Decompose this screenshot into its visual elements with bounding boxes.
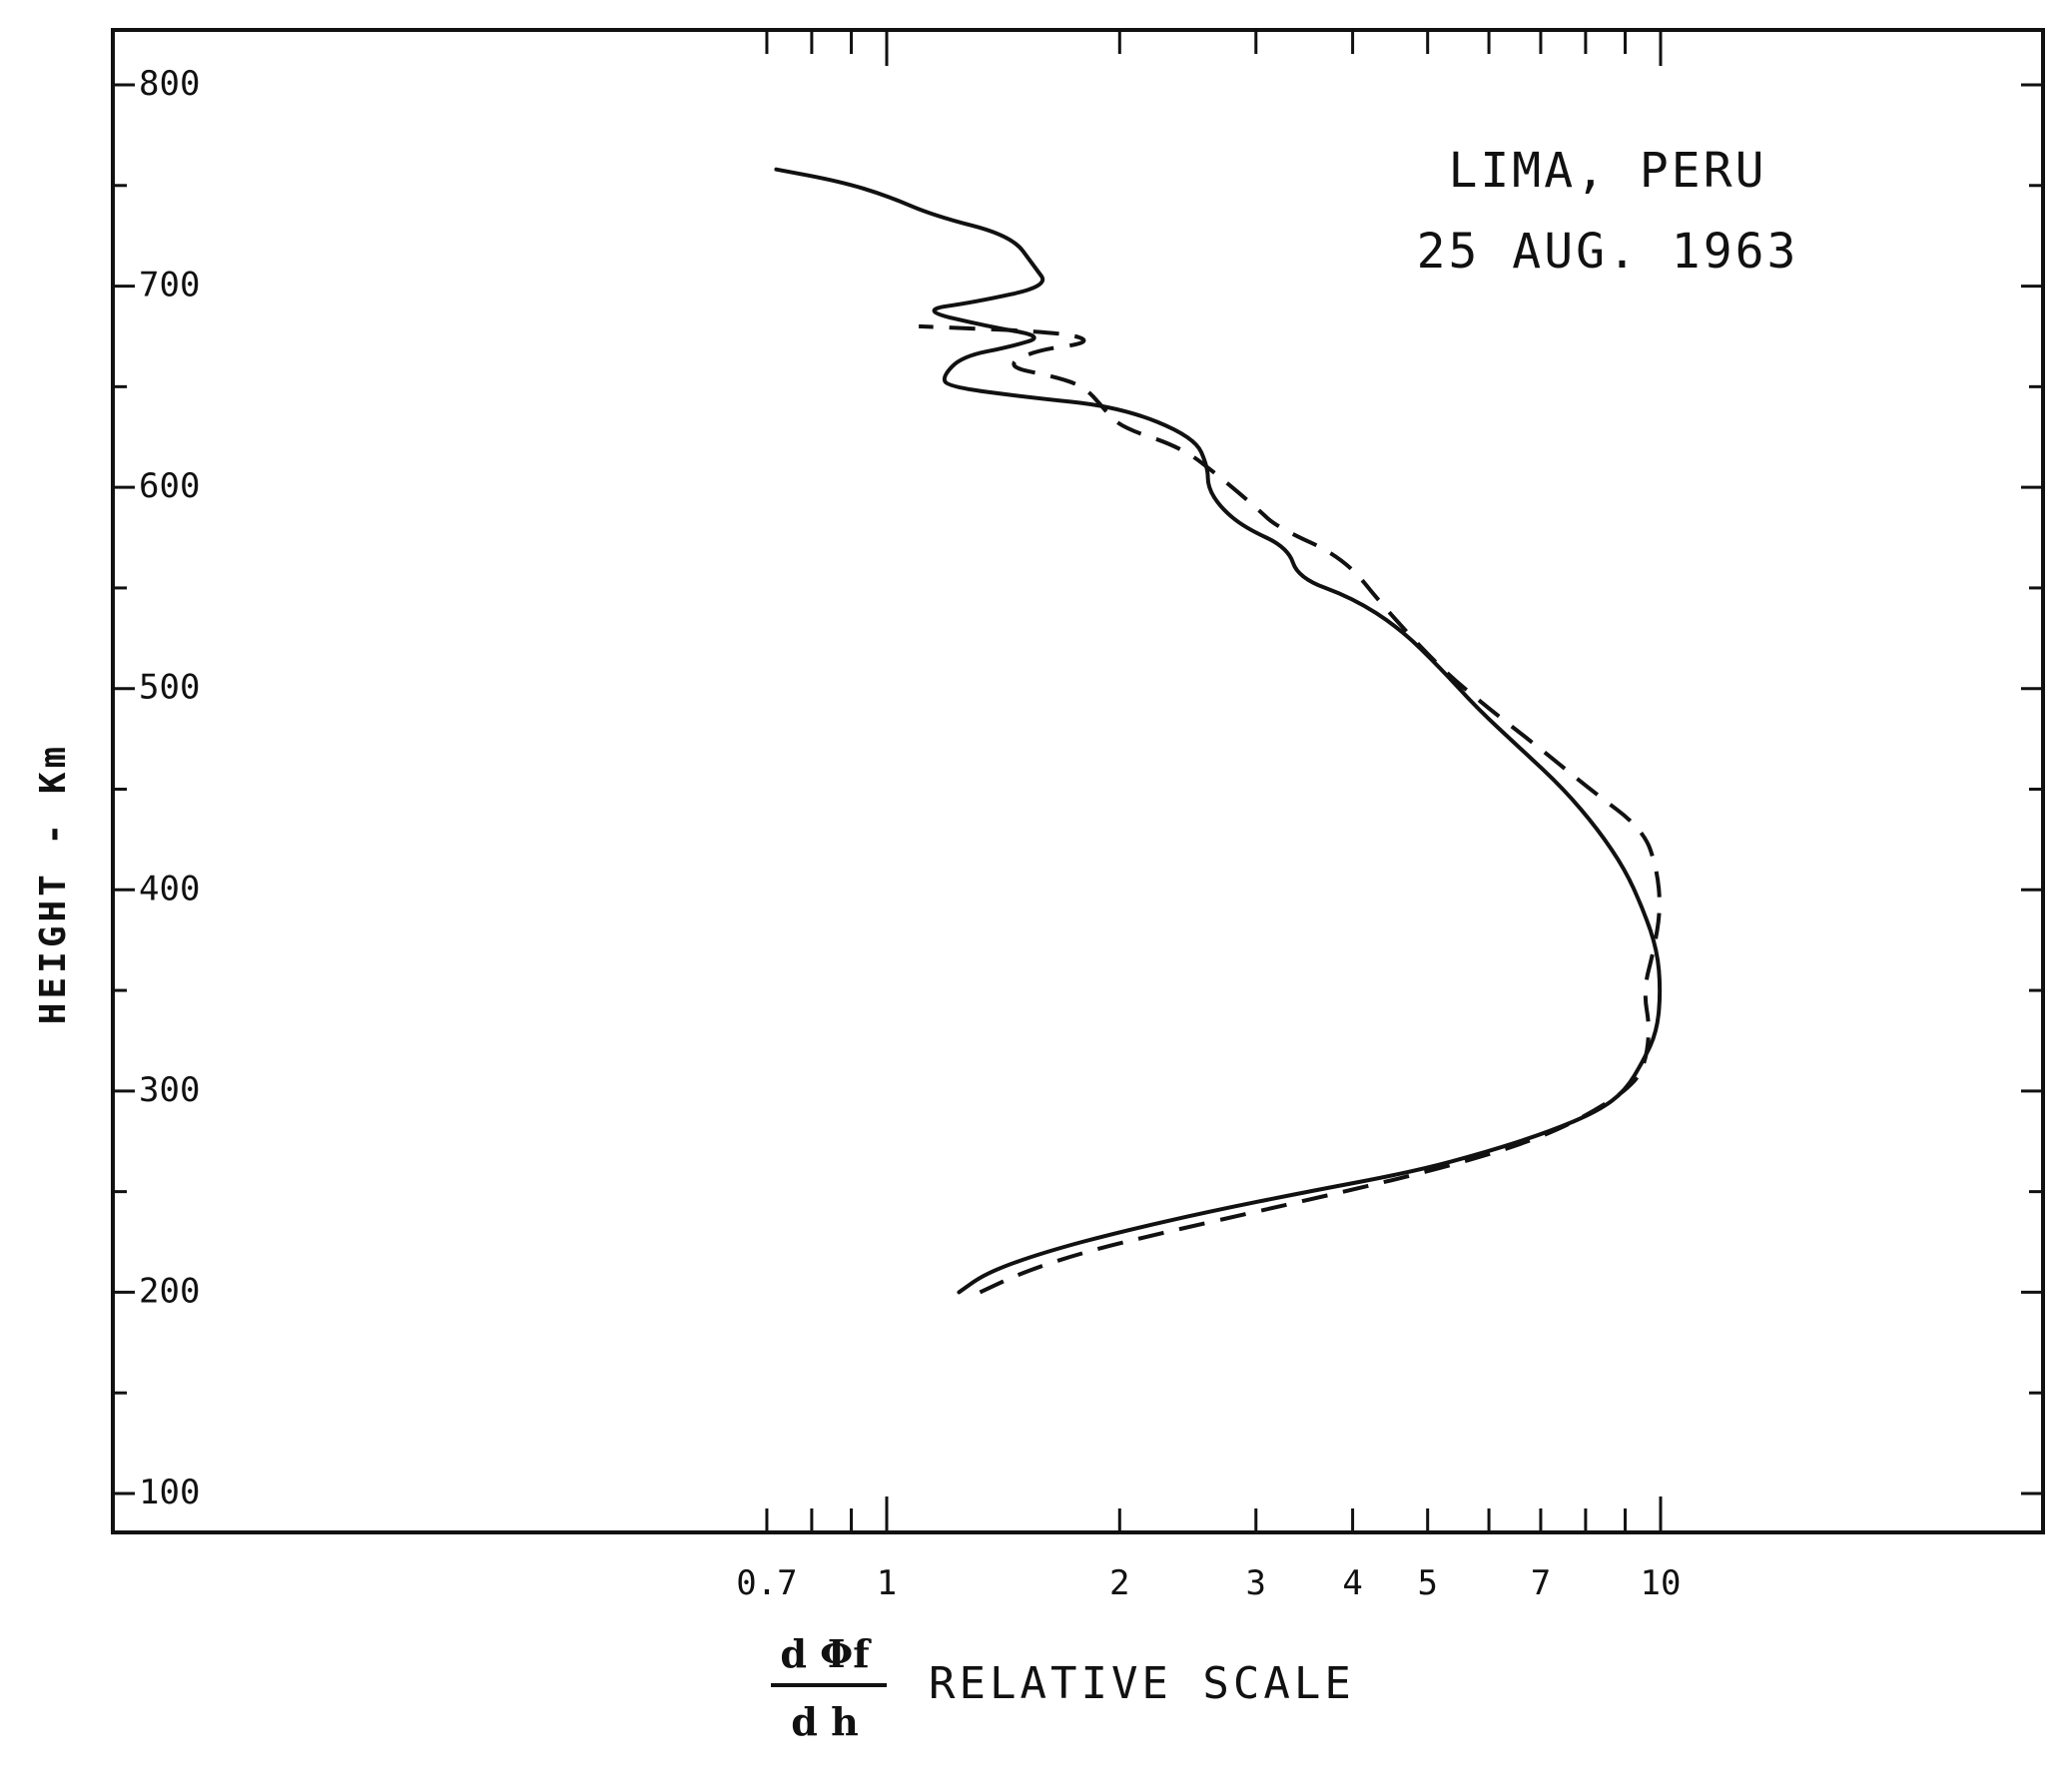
x-tick-label: 0.7 <box>736 1563 797 1603</box>
series-lines <box>774 167 1663 1295</box>
x-axis-label-denominator: d h <box>791 1699 858 1744</box>
x-tick-label: 4 <box>1342 1563 1362 1603</box>
y-tick-label: 600 <box>139 466 200 506</box>
y-tick-label: 500 <box>139 668 200 708</box>
x-tick-label: 10 <box>1641 1563 1682 1603</box>
y-axis-label: HEIGHT - Km <box>33 743 74 1024</box>
x-axis-label-numerator: d Φf <box>780 1631 872 1676</box>
axis-tick-labels: 100 200 300 400 500 600 700 800 0.7 1 2 3 4 5 7 10 <box>139 64 1681 1603</box>
series-line-dashed <box>919 323 1662 1295</box>
y-tick-label: 400 <box>139 869 200 908</box>
y-tick-label: 300 <box>139 1070 200 1110</box>
x-tick-label: 2 <box>1109 1563 1129 1603</box>
annotation-date: 25 AUG. 1963 <box>1417 224 1799 280</box>
y-tick-label: 800 <box>139 64 200 104</box>
plot-border <box>111 28 2045 1534</box>
y-tick-label: 700 <box>139 266 200 305</box>
y-tick-label: 200 <box>139 1271 200 1311</box>
y-tick-label: 100 <box>139 1473 200 1512</box>
x-axis-label-text: RELATIVE SCALE <box>929 1658 1355 1709</box>
x-tick-label: 7 <box>1531 1563 1551 1603</box>
axis-ticks <box>113 30 2043 1532</box>
x-tick-label: 3 <box>1246 1563 1266 1603</box>
plot-frame <box>111 28 2045 1534</box>
x-tick-label: 5 <box>1417 1563 1437 1603</box>
x-tick-label: 1 <box>877 1563 897 1603</box>
series-line-solid <box>774 167 1663 1295</box>
annotation-location: LIMA, PERU <box>1449 143 1767 199</box>
